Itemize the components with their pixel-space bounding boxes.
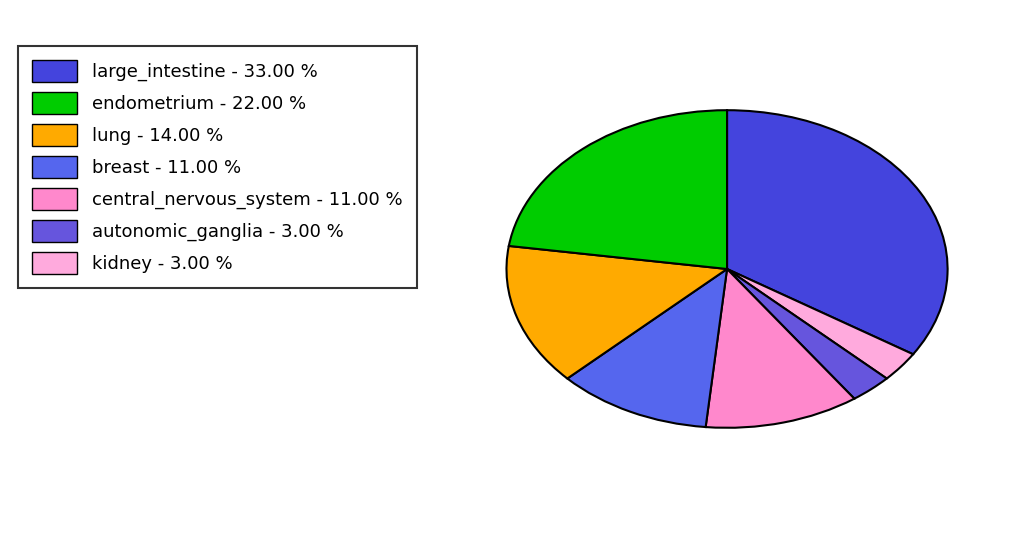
Wedge shape	[727, 269, 913, 379]
Wedge shape	[727, 269, 887, 399]
Wedge shape	[706, 269, 854, 428]
Wedge shape	[727, 110, 947, 354]
Wedge shape	[509, 110, 727, 269]
Wedge shape	[567, 269, 727, 427]
Wedge shape	[507, 246, 727, 379]
Legend: large_intestine - 33.00 %, endometrium - 22.00 %, lung - 14.00 %, breast - 11.00: large_intestine - 33.00 %, endometrium -…	[17, 46, 417, 288]
